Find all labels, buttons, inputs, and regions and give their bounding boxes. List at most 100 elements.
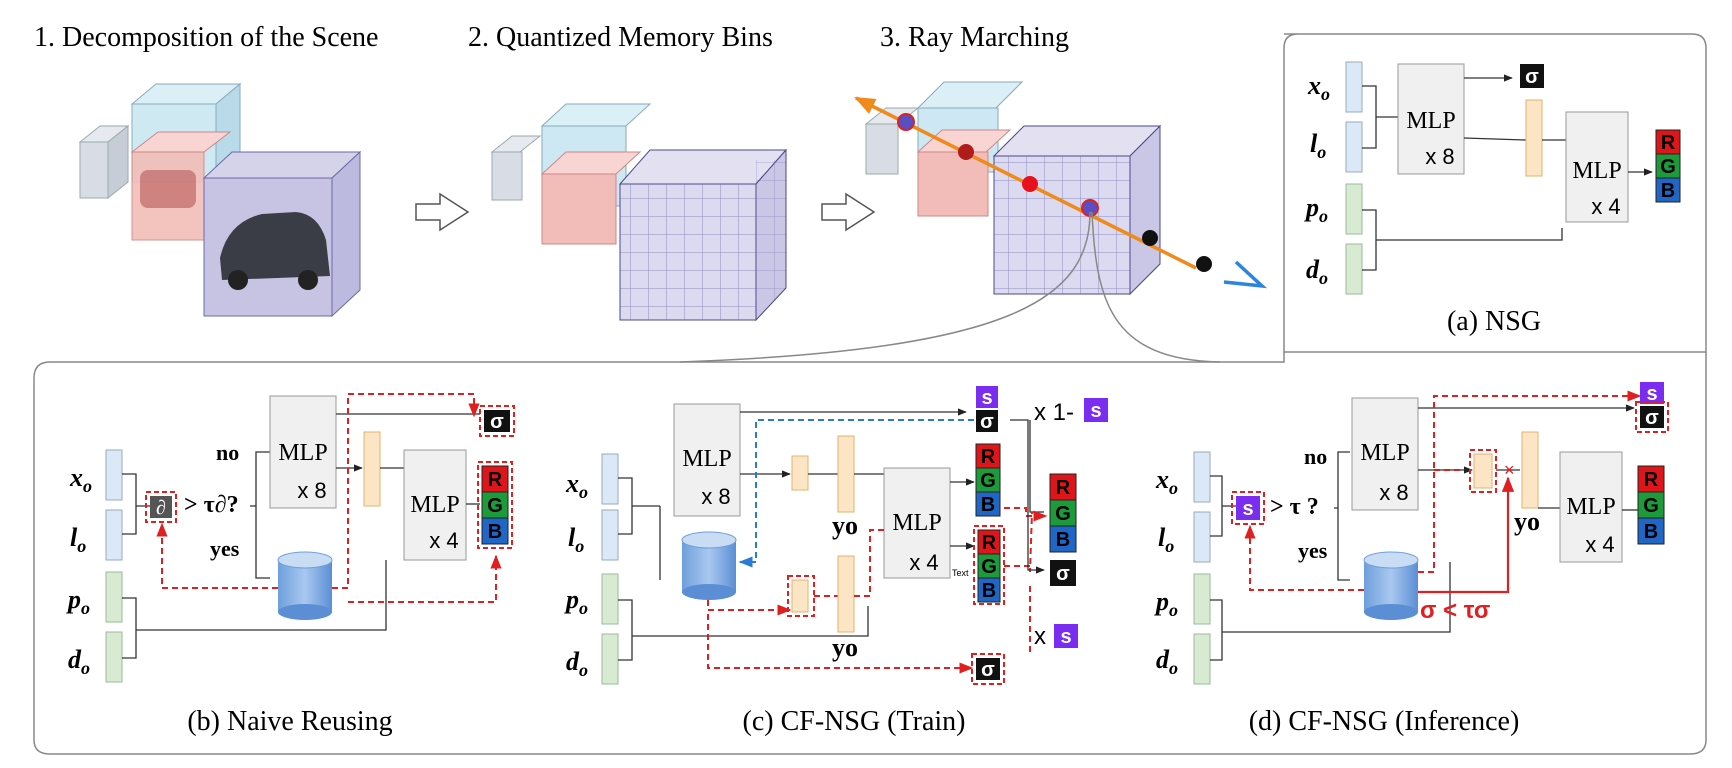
input-d-label: do: [566, 647, 588, 680]
mlp4-box: [1565, 111, 1629, 223]
svg-text:s: s: [981, 387, 992, 409]
input-l-label: lo: [568, 523, 584, 556]
input-x-label: xo: [565, 469, 588, 502]
memory-cylinder: [1363, 551, 1419, 620]
panel-c: xo lo po do MLP x 8 yo MLP x 4 Text: [564, 386, 1108, 737]
sigma-output-label: σ: [1525, 66, 1539, 88]
mlp8-times: x 8: [1425, 144, 1454, 169]
arrow-step1-to-2: [415, 192, 470, 232]
input-p-bar: [105, 571, 123, 623]
threshold-label: > τ ?: [1270, 494, 1319, 520]
feature-vector-small: [1473, 453, 1493, 489]
branch-yes: yes: [1298, 538, 1328, 563]
mlp8-label: MLP: [1406, 108, 1455, 134]
times-s-label: x: [1034, 623, 1046, 650]
input-p-label: po: [564, 585, 588, 618]
mlp4-label: MLP: [892, 510, 941, 536]
purple-car-box: [202, 150, 362, 318]
s-output: [976, 386, 998, 408]
svg-text:B: B: [1644, 521, 1658, 543]
input-l-label: lo: [1310, 129, 1326, 162]
sample-point: [1022, 176, 1038, 192]
mlp8-times: x 8: [701, 484, 730, 509]
mlp4-times: x 4: [429, 528, 458, 553]
panel-d: xo lo po do s > τ ? no yes MLP x 8 × yo …: [1154, 382, 1669, 737]
svg-text:B: B: [982, 580, 996, 602]
panel-a-frame: [1283, 33, 1707, 353]
svg-text:R: R: [488, 469, 503, 491]
svg-text:R: R: [1644, 469, 1659, 491]
svg-text:s: s: [1060, 626, 1071, 648]
mlp8-label: MLP: [278, 440, 327, 466]
camera-icon: [1223, 260, 1268, 289]
input-p-label: po: [66, 585, 90, 618]
panel-c-caption: (c) CF-NSG (Train): [743, 706, 966, 737]
mlp4-box: [1559, 451, 1623, 563]
feature-vector: [1521, 431, 1539, 509]
feature-vector: [837, 435, 855, 513]
sample-point: [897, 113, 915, 131]
svg-text:s: s: [1646, 383, 1657, 405]
arrow-step2-to-3: [821, 192, 876, 232]
svg-text:G: G: [1055, 503, 1071, 525]
sigma-condition: σ < τσ: [1420, 597, 1490, 624]
mlp4-times: x 4: [1585, 532, 1614, 557]
sample-point: [958, 144, 974, 160]
zoom-curve-left: [679, 211, 1091, 363]
branch-no: no: [1304, 444, 1327, 469]
svg-text:B: B: [488, 521, 502, 543]
panel-a: xo lo po do MLP x 8 σ MLP x 4 R G B (a) …: [1304, 61, 1681, 337]
svg-text:G: G: [487, 495, 503, 517]
rgb-output: R G B: [1655, 129, 1681, 203]
threshold-label: > τ∂?: [184, 492, 239, 518]
step1-label: 1. Decomposition of the Scene: [34, 22, 378, 53]
feature-vector-2: [837, 555, 855, 633]
input-p-label: po: [1304, 193, 1328, 226]
panel-a-caption: (a) NSG: [1447, 306, 1541, 337]
step2-label: 2. Quantized Memory Bins: [468, 22, 773, 53]
input-d-bar: [1193, 633, 1211, 685]
zoom-curve-right: [1091, 211, 1221, 363]
svg-text:σ: σ: [981, 659, 995, 681]
input-x-bar: [1345, 61, 1363, 113]
svg-text:G: G: [1660, 156, 1676, 178]
svg-text:σ: σ: [980, 411, 994, 433]
panel-bcd-frame: [33, 352, 1707, 755]
sample-point: [1142, 230, 1158, 246]
mlp8-label: MLP: [1360, 440, 1409, 466]
mlp4-box: [403, 449, 467, 561]
svg-text:G: G: [980, 470, 996, 492]
rgb-output-cached: R G B: [977, 529, 1001, 603]
panel-d-caption: (d) CF-NSG (Inference): [1249, 706, 1520, 737]
sigma-final: [1050, 560, 1076, 586]
ray-marching-scene: [854, 81, 1268, 296]
sigma-output: [484, 410, 510, 432]
s-gate: [1236, 496, 1260, 520]
svg-text:s: s: [1242, 498, 1253, 520]
y-o-label: yo: [832, 511, 858, 540]
input-d-label: do: [68, 645, 90, 678]
svg-text:R: R: [981, 446, 996, 468]
partial-gate: [150, 496, 172, 518]
input-l-label: lo: [1158, 523, 1174, 556]
s-output: [1640, 382, 1664, 404]
input-d-bar: [105, 631, 123, 683]
svg-text:B: B: [981, 494, 995, 516]
input-x-label: xo: [69, 463, 92, 496]
svg-text:σ: σ: [1645, 407, 1659, 429]
rgb-output: R G B: [1637, 465, 1665, 545]
mlp4-times: x 4: [1591, 194, 1620, 219]
input-d-label: do: [1306, 255, 1328, 288]
mlp4-label: MLP: [410, 492, 459, 518]
input-l-label: lo: [70, 523, 86, 556]
svg-text:G: G: [1643, 495, 1659, 517]
svg-text:G: G: [981, 556, 997, 578]
svg-text:R: R: [1661, 132, 1676, 154]
input-x-bar: [1193, 451, 1211, 503]
svg-text:B: B: [1056, 529, 1070, 551]
mlp8-box: [673, 403, 741, 517]
mlp8-times: x 8: [297, 478, 326, 503]
mlp8-box: [1397, 63, 1465, 175]
input-x-label: xo: [1155, 465, 1178, 498]
y-o-label-2: yo: [832, 633, 858, 662]
